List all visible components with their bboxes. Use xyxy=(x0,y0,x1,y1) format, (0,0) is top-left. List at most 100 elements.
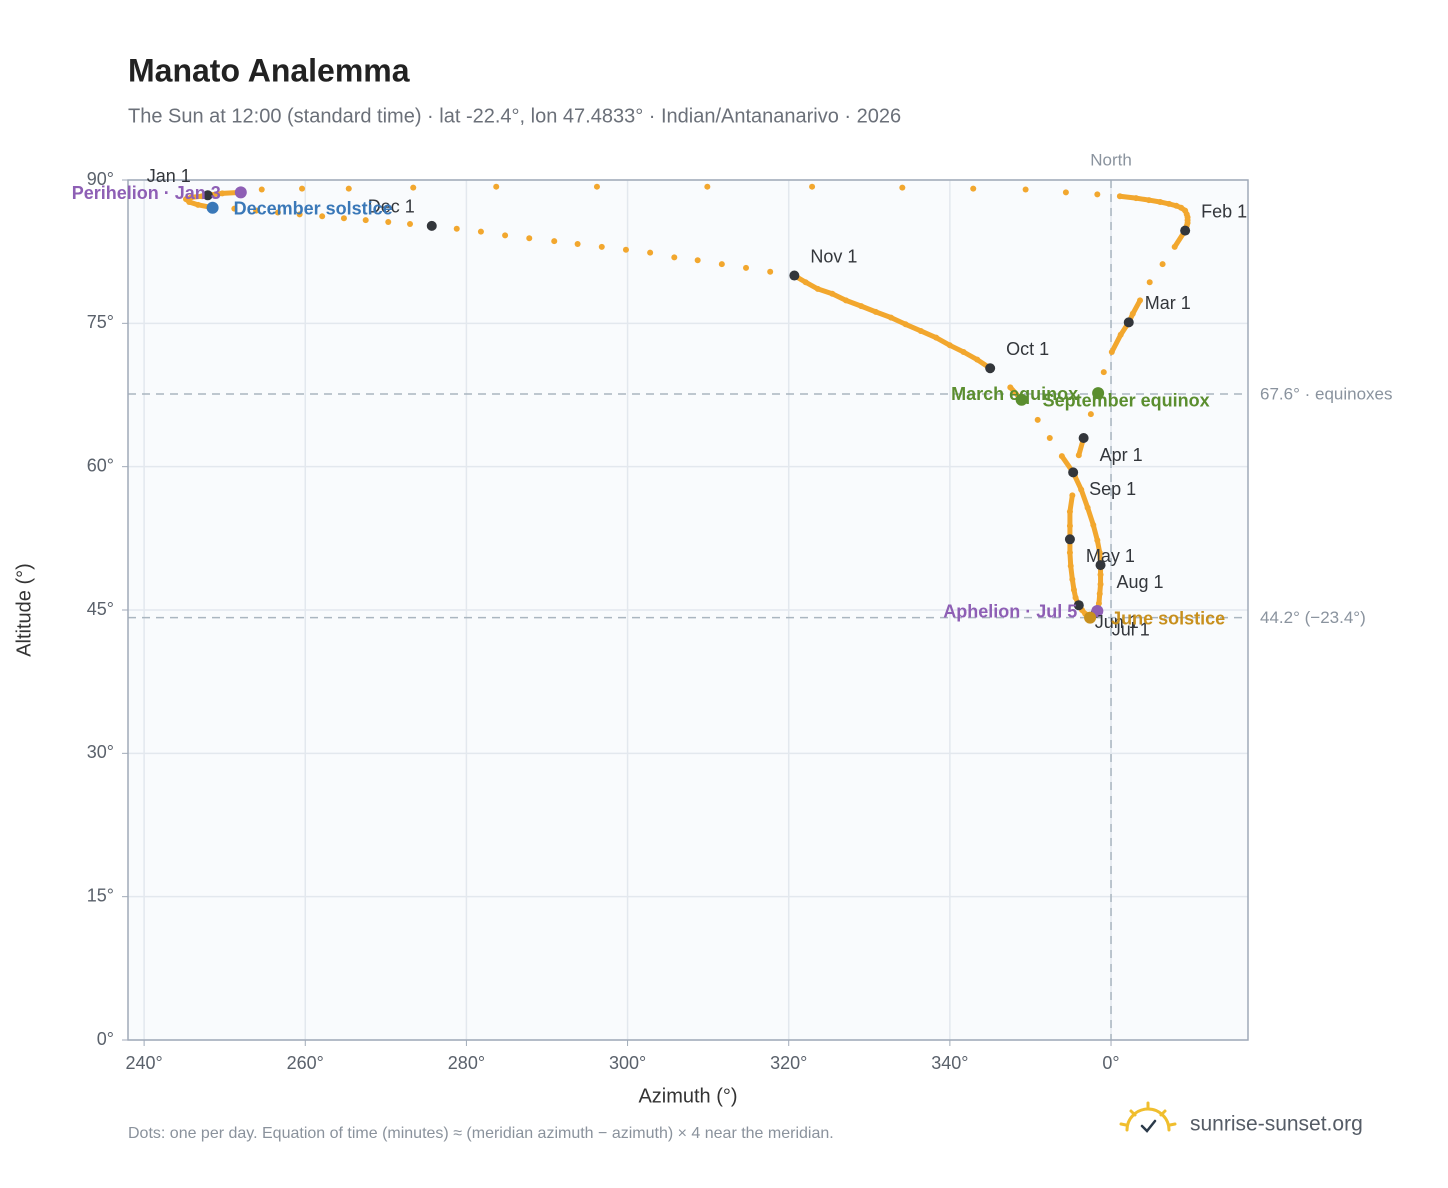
month-label: Apr 1 xyxy=(1100,445,1143,465)
day-dot xyxy=(1067,563,1074,570)
day-dot xyxy=(1078,486,1085,493)
day-dot xyxy=(1069,492,1076,499)
month-marker xyxy=(202,190,213,201)
day-dot xyxy=(219,190,226,197)
day-dot xyxy=(1070,586,1077,593)
day-dot xyxy=(1097,571,1104,578)
day-dot xyxy=(1066,522,1073,529)
day-dot xyxy=(858,303,865,310)
day-dot xyxy=(526,235,533,242)
logo-ray xyxy=(1129,1109,1137,1117)
y-axis-title: Altitude (°) xyxy=(13,563,35,657)
day-dot xyxy=(1007,384,1014,391)
event-label: June solstice xyxy=(1111,608,1225,628)
x-tick-label: 320° xyxy=(770,1053,807,1073)
day-dot xyxy=(1058,453,1065,460)
day-dot xyxy=(1117,331,1124,338)
day-dot xyxy=(1173,202,1180,209)
path-segment xyxy=(1078,487,1091,511)
month-label: May 1 xyxy=(1086,546,1135,566)
day-dot xyxy=(974,356,981,363)
day-dot xyxy=(1094,191,1101,198)
day-dot xyxy=(1096,590,1103,597)
month-label: Oct 1 xyxy=(1006,339,1049,359)
event-marker xyxy=(1015,393,1028,406)
x-tick-label: 240° xyxy=(125,1053,162,1073)
day-dot xyxy=(1034,416,1041,423)
month-label: Mar 1 xyxy=(1145,293,1191,313)
day-dot xyxy=(188,194,195,201)
y-tick-label: 75° xyxy=(87,312,114,332)
month-label: Aug 1 xyxy=(1117,572,1164,592)
day-dot xyxy=(933,334,940,341)
day-dot xyxy=(842,297,849,304)
day-dot xyxy=(767,268,774,275)
reference-label: 44.2° (−23.4°) xyxy=(1260,608,1366,627)
event-label: Aphelion · Jul 5 xyxy=(943,602,1077,622)
day-dot xyxy=(888,314,895,321)
month-label: Jun 1 xyxy=(1095,612,1139,632)
event-marker xyxy=(206,201,219,214)
day-dot xyxy=(1145,197,1152,204)
day-dot xyxy=(1066,508,1073,515)
day-dot xyxy=(319,213,326,220)
day-dot xyxy=(1100,369,1107,376)
event-marker xyxy=(234,186,247,199)
day-dot xyxy=(1133,195,1139,202)
day-dot xyxy=(551,238,558,245)
day-dot xyxy=(1108,349,1115,355)
day-dot xyxy=(647,249,654,256)
day-dot xyxy=(593,183,600,190)
reference-label: 67.6° · equinoxes xyxy=(1260,385,1393,404)
day-dot xyxy=(872,308,879,315)
day-dot xyxy=(814,285,821,292)
month-label: Jan 1 xyxy=(147,166,191,186)
event-label: March equinox xyxy=(951,384,1078,404)
day-dot xyxy=(1146,279,1153,286)
day-dot xyxy=(296,211,303,218)
day-dot xyxy=(410,184,417,191)
path-segment xyxy=(1085,505,1096,528)
logo-ray xyxy=(1119,1122,1128,1127)
x-axis-title: Azimuth (°) xyxy=(638,1085,737,1107)
day-dot xyxy=(1129,310,1136,317)
day-dot xyxy=(802,279,809,286)
y-tick-label: 60° xyxy=(87,455,114,475)
event-marker xyxy=(1084,611,1097,624)
day-dot xyxy=(1159,261,1166,268)
y-tick-label: 30° xyxy=(87,742,114,762)
day-dot xyxy=(345,185,352,192)
brand: sunrise-sunset.org xyxy=(1190,1113,1363,1136)
day-dot xyxy=(1116,193,1123,200)
month-marker xyxy=(1095,560,1106,571)
day-dot xyxy=(453,225,460,232)
meridian-label: North xyxy=(1090,150,1132,169)
day-dot xyxy=(809,183,816,190)
day-dot xyxy=(1157,198,1164,205)
day-dot xyxy=(253,207,260,214)
event-label: December solstice xyxy=(234,198,393,218)
month-marker xyxy=(1068,467,1079,478)
x-tick-label: 340° xyxy=(931,1053,968,1073)
x-tick-label: 280° xyxy=(448,1053,485,1073)
logo xyxy=(1119,1101,1177,1133)
day-dot xyxy=(1066,549,1073,556)
day-dot xyxy=(1097,581,1104,588)
event-label: Perihelion · Jan 3 xyxy=(72,183,221,203)
month-marker xyxy=(789,270,800,281)
day-dot xyxy=(1171,243,1178,250)
day-dot xyxy=(946,342,953,349)
x-tick-label: 260° xyxy=(287,1053,324,1073)
day-dot xyxy=(1095,600,1102,607)
month-marker xyxy=(1078,433,1089,443)
day-dot xyxy=(829,290,836,297)
y-tick-label: 90° xyxy=(87,169,114,189)
event-label: September equinox xyxy=(1043,391,1210,411)
month-marker xyxy=(1073,600,1084,611)
day-dot xyxy=(1062,189,1069,196)
day-dot xyxy=(407,220,414,227)
day-dot xyxy=(1046,435,1053,441)
chart-subtitle: The Sun at 12:00 (standard time) · lat -… xyxy=(128,105,901,127)
day-dot xyxy=(183,196,190,203)
